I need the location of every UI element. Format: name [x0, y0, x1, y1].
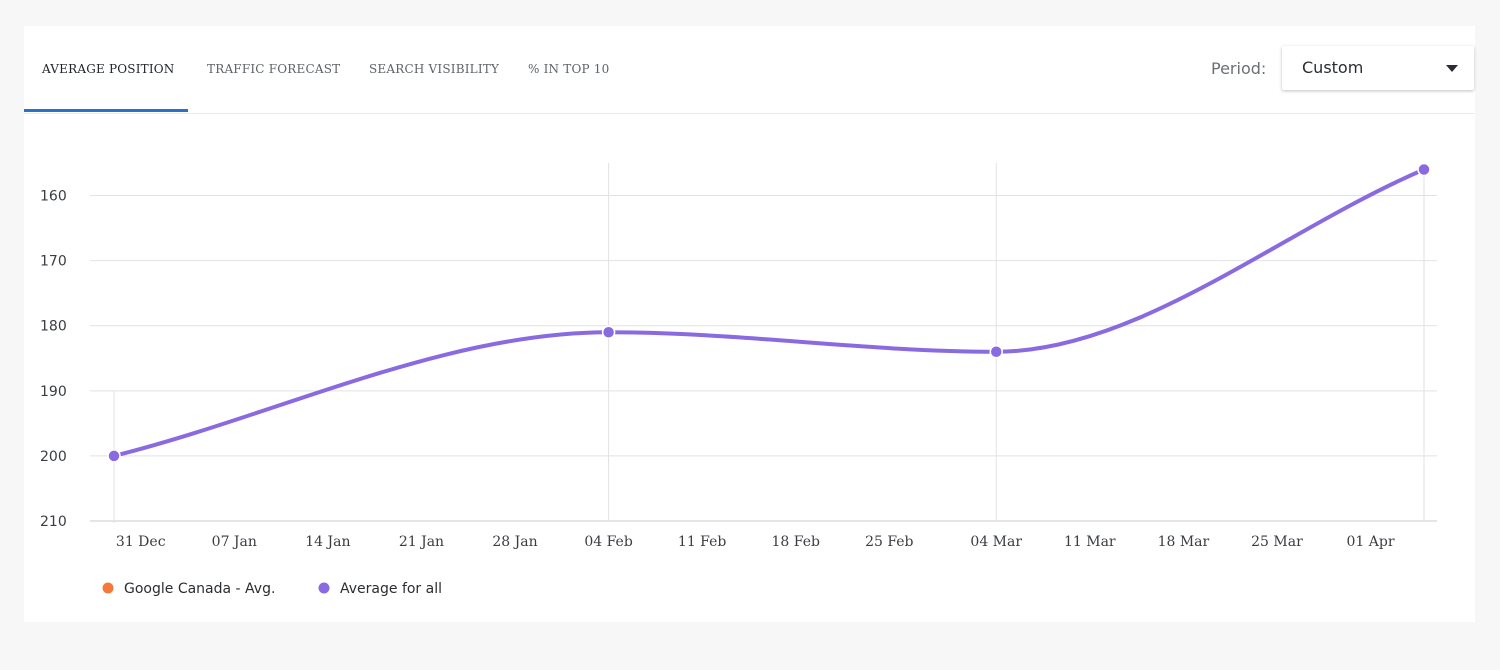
- y-tick-label: 210: [40, 514, 67, 530]
- x-tick-label: 04 Mar: [970, 534, 1022, 550]
- data-point[interactable]: [107, 449, 121, 463]
- y-tick-label: 180: [40, 319, 67, 335]
- x-tick-label: 14 Jan: [305, 534, 350, 550]
- x-tick-label: 07 Jan: [212, 534, 257, 550]
- x-tick-label: 18 Feb: [772, 534, 820, 550]
- x-tick-label: 18 Mar: [1158, 534, 1210, 550]
- y-tick-label: 170: [40, 254, 67, 270]
- x-tick-label: 25 Feb: [865, 534, 913, 550]
- x-tick-label: 11 Feb: [678, 534, 726, 550]
- tab-average-position[interactable]: AVERAGE POSITION: [42, 62, 175, 76]
- tab-bar: AVERAGE POSITION TRAFFIC FORECAST SEARCH…: [24, 26, 1475, 114]
- average-position-chart: 160 170 180 190 200 210 31 Dec 07 Jan 14 Jan 21 J…: [40, 162, 1437, 597]
- data-point[interactable]: [1417, 162, 1431, 177]
- data-point[interactable]: [601, 325, 616, 339]
- tab-search-visibility[interactable]: SEARCH VISIBILITY: [369, 62, 500, 76]
- legend-item-label[interactable]: Google Canada - Avg.: [124, 581, 275, 597]
- x-tick-label: 28 Jan: [492, 534, 537, 550]
- x-tick-label: 21 Jan: [399, 534, 444, 550]
- x-tick-label: 11 Mar: [1064, 534, 1116, 550]
- period-dropdown[interactable]: Custom: [1282, 46, 1474, 90]
- active-tab-indicator: [24, 109, 188, 112]
- chevron-down-icon: [1446, 65, 1458, 72]
- x-tick-label: 25 Mar: [1251, 534, 1303, 550]
- tab-traffic-forecast[interactable]: TRAFFIC FORECAST: [207, 62, 341, 76]
- legend-item-label[interactable]: Average for all: [340, 581, 442, 597]
- chart-panel: AVERAGE POSITION TRAFFIC FORECAST SEARCH…: [24, 26, 1475, 622]
- data-point[interactable]: [989, 345, 1003, 359]
- period-label: Period:: [1211, 59, 1267, 78]
- x-tick-label: 31 Dec: [116, 534, 166, 550]
- series-line: [112, 167, 1426, 458]
- y-tick-label: 190: [40, 384, 67, 400]
- y-tick-label: 160: [40, 189, 67, 205]
- period-value: Custom: [1302, 58, 1364, 77]
- y-tick-label: 200: [40, 449, 67, 465]
- x-tick-label: 04 Feb: [584, 534, 632, 550]
- legend-marker: [102, 582, 114, 594]
- legend-marker: [318, 582, 330, 594]
- x-tick-label: 01 Apr: [1347, 534, 1395, 550]
- tab-percent-in-top-10[interactable]: % IN TOP 10: [528, 62, 610, 76]
